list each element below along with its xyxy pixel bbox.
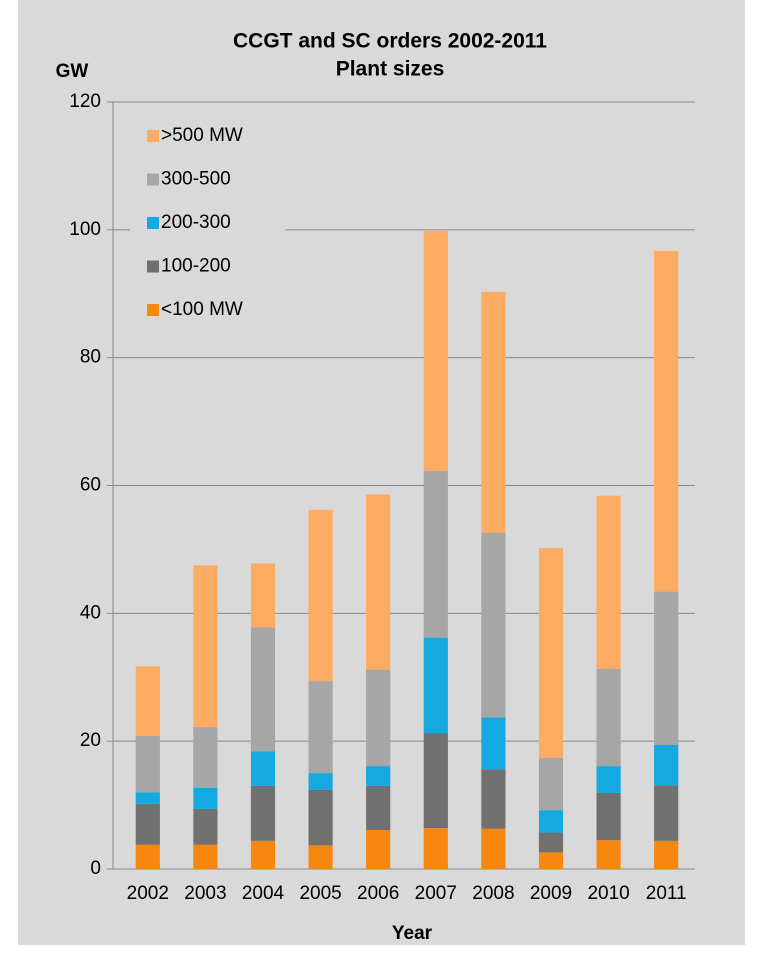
bar-segment	[481, 291, 506, 533]
legend-swatch	[147, 130, 159, 142]
legend-label: 100-200	[161, 256, 231, 277]
bar-segment	[538, 832, 564, 853]
bar-segment	[193, 844, 218, 869]
bar-segment	[596, 766, 621, 793]
x-tick-label: 2005	[299, 883, 341, 904]
legend-label: 200-300	[161, 212, 231, 233]
bar-segment	[654, 840, 679, 869]
bar-segment	[308, 789, 333, 846]
bar-segment	[135, 844, 160, 869]
bar-segment	[308, 845, 333, 869]
bar-segment	[423, 470, 448, 638]
bar-segment	[538, 548, 564, 758]
x-tick-label: 2003	[184, 883, 226, 904]
legend-label: >500 MW	[161, 125, 243, 146]
bar-segment	[538, 852, 564, 869]
bar-segment	[654, 785, 679, 841]
bar-segment	[135, 736, 160, 793]
x-axis-label: Year	[392, 923, 433, 944]
x-tick-label: 2004	[242, 883, 285, 904]
y-tick-label: 80	[80, 347, 101, 368]
bar-segment	[135, 666, 160, 737]
bar-segment	[308, 509, 333, 682]
bar-segment	[481, 828, 506, 869]
bar-segment	[193, 565, 218, 728]
bar-segment	[193, 787, 218, 809]
bar-segment	[654, 745, 679, 786]
bar-segment	[250, 840, 276, 869]
bar-segment	[135, 792, 160, 804]
bar-segment	[250, 751, 276, 786]
bar-segment	[250, 785, 276, 841]
bar-segment	[538, 810, 564, 833]
bar-segment	[596, 840, 621, 869]
bar-segment	[423, 231, 448, 471]
bar-segment	[366, 766, 391, 786]
bar-segment	[481, 717, 506, 770]
bar-segment	[423, 828, 448, 869]
x-tick-label: 2011	[646, 883, 687, 904]
bar-segment	[250, 563, 276, 628]
bar-segment	[481, 532, 506, 718]
legend-label: 300-500	[161, 169, 231, 190]
x-tick-label: 2009	[530, 883, 572, 904]
y-tick-label: 100	[69, 219, 101, 240]
x-tick-label: 2008	[472, 883, 514, 904]
bar-segment	[481, 769, 506, 829]
legend-swatch	[147, 173, 159, 186]
bar-segment	[135, 803, 160, 845]
bar-segment	[193, 808, 218, 845]
bar-segment	[654, 591, 679, 746]
bar-segment	[596, 495, 621, 669]
bar-segment	[366, 669, 391, 767]
legend-swatch	[147, 217, 159, 229]
legend-swatch	[147, 304, 159, 316]
bar-segment	[366, 494, 391, 670]
bar-segment	[366, 785, 391, 831]
x-tick-label: 2006	[357, 883, 399, 904]
bar-segment	[654, 250, 679, 592]
legend-swatch	[147, 260, 159, 273]
x-tick-label: 2002	[127, 883, 169, 904]
chart-title: CCGT and SC orders 2002-2011	[233, 30, 547, 53]
y-tick-label: 40	[80, 602, 101, 623]
y-tick-label: 20	[80, 730, 101, 751]
bar-segment	[596, 668, 621, 767]
x-tick-label: 2007	[415, 883, 457, 904]
bar-segment	[308, 681, 333, 774]
bar-segment	[193, 727, 218, 788]
bar-segment	[423, 637, 448, 734]
bar-segment	[596, 792, 621, 841]
y-tick-label: 60	[80, 475, 101, 496]
bar-segment	[423, 733, 448, 829]
bar-segment	[366, 830, 391, 869]
bar-segment	[308, 773, 333, 790]
y-axis-label: GW	[56, 61, 89, 82]
x-tick-label: 2010	[587, 883, 629, 904]
y-tick-label: 120	[69, 91, 101, 112]
legend-label: <100 MW	[161, 299, 243, 320]
bar-segment	[538, 757, 564, 811]
chart-subtitle: Plant sizes	[336, 58, 445, 81]
y-tick-label: 0	[90, 858, 101, 879]
bar-segment	[250, 627, 276, 752]
